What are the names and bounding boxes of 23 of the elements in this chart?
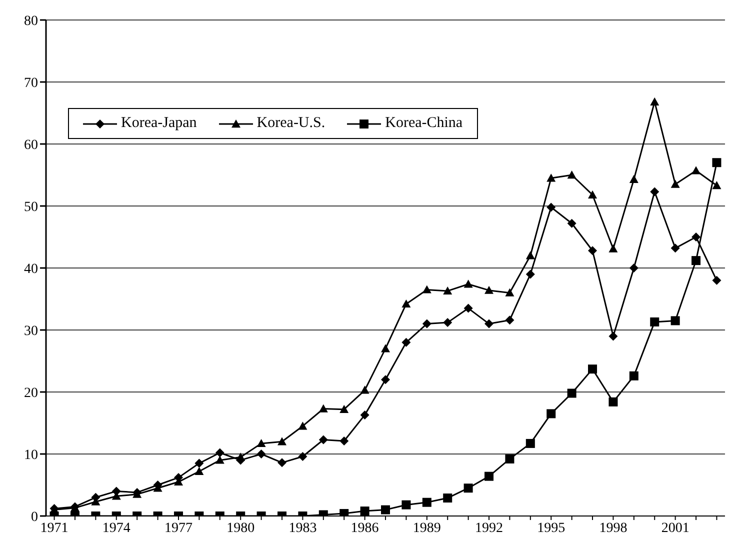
- y-tick-label: 50: [24, 200, 38, 215]
- y-tick-label: 60: [24, 138, 38, 153]
- x-tick-label: 1986: [350, 520, 379, 536]
- legend-label: Korea-China: [385, 115, 463, 132]
- legend-label: Korea-Japan: [121, 115, 197, 132]
- x-tick-label: 1992: [475, 520, 504, 536]
- x-tick-label: 1980: [226, 520, 255, 536]
- y-tick-label: 30: [24, 324, 38, 339]
- x-tick-label: 1977: [164, 520, 192, 536]
- x-tick-label: 1983: [288, 520, 317, 536]
- x-tick-label: 1989: [412, 520, 441, 536]
- x-tick-label: 1974: [102, 520, 130, 536]
- x-tick-label: 1971: [40, 520, 68, 536]
- y-tick-label: 70: [24, 76, 38, 91]
- y-tick-label: 20: [24, 386, 38, 401]
- legend-label: Korea-U.S.: [256, 115, 326, 132]
- x-tick-label: 1998: [599, 520, 628, 536]
- x-tick-label: 1995: [537, 520, 566, 536]
- y-tick-label: 40: [24, 262, 38, 277]
- y-tick-label: 10: [24, 448, 38, 463]
- y-tick-label: 0: [31, 510, 38, 525]
- x-tick-label: 2001: [661, 520, 690, 536]
- y-tick-label: 80: [24, 14, 38, 29]
